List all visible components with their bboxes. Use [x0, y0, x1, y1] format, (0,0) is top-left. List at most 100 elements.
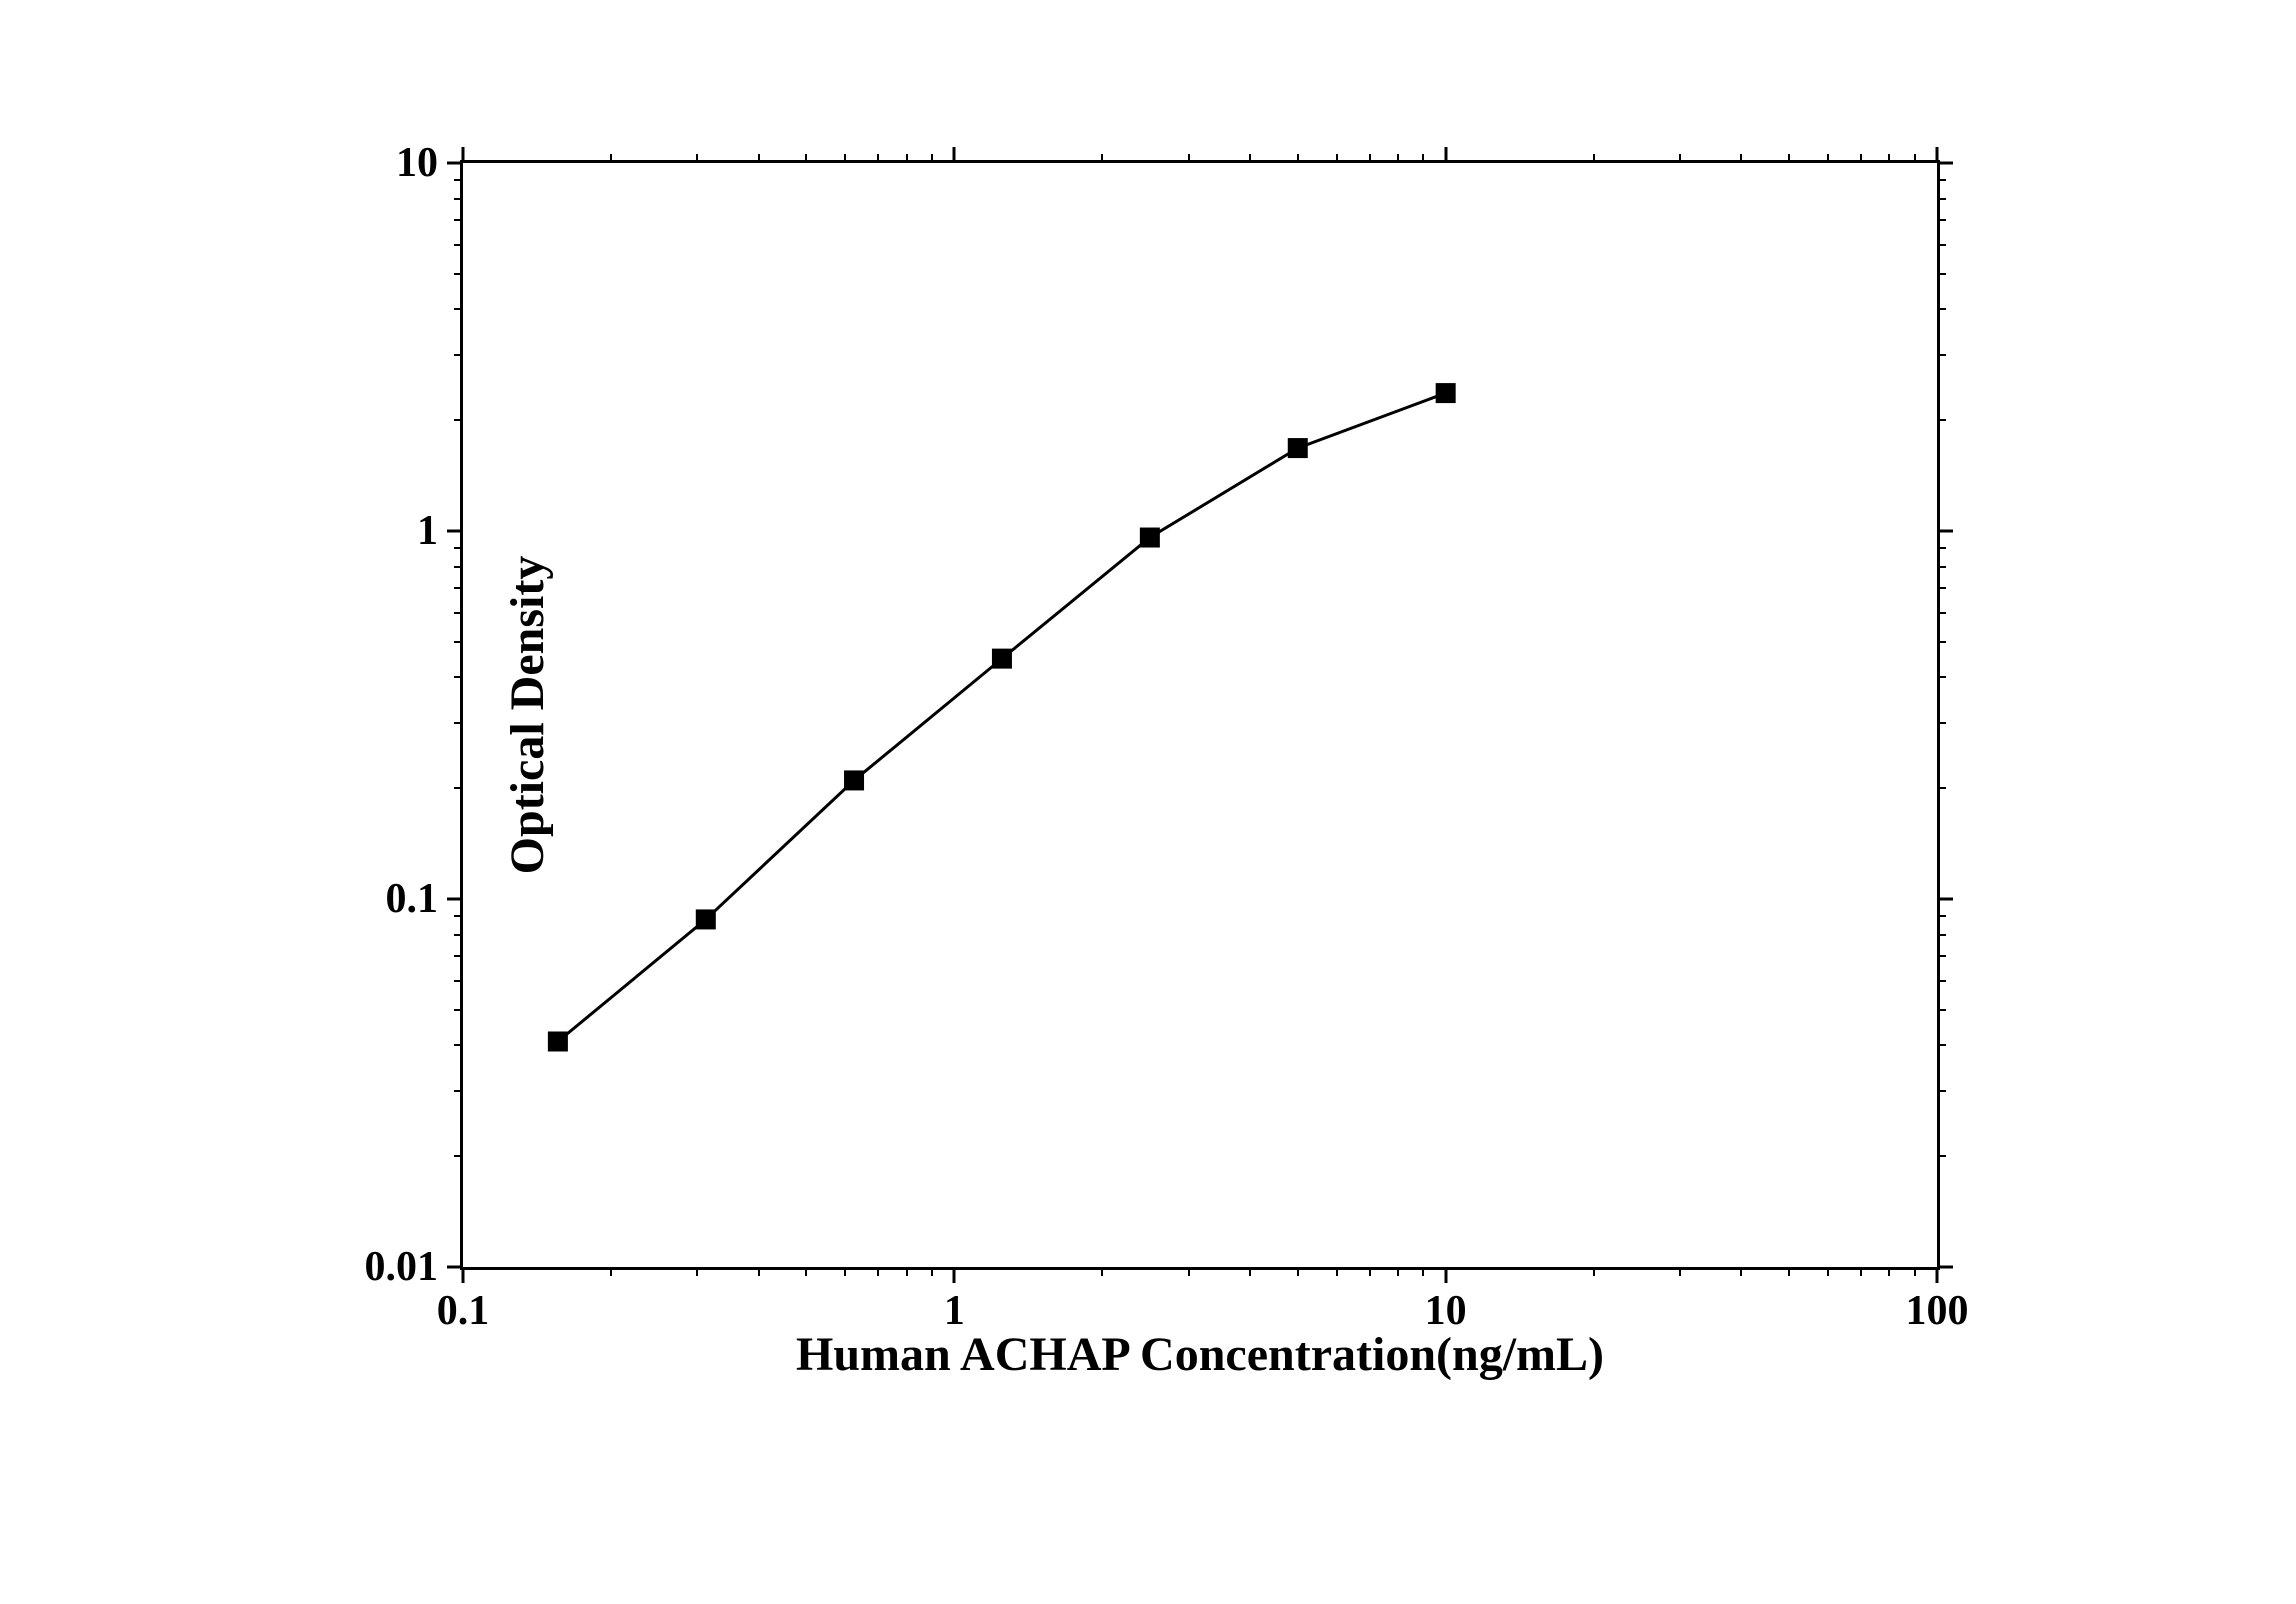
x-minor-tick-top — [1914, 154, 1916, 163]
x-minor-tick-top — [1297, 154, 1299, 163]
y-minor-tick — [454, 198, 463, 200]
y-minor-tick — [454, 934, 463, 936]
y-major-tick-right — [1937, 1266, 1953, 1269]
x-tick-label: 1 — [944, 1287, 965, 1335]
y-major-tick-right — [1937, 530, 1953, 533]
y-minor-tick — [454, 676, 463, 678]
x-tick-label: 10 — [1425, 1287, 1467, 1335]
y-minor-tick — [454, 1155, 463, 1157]
y-minor-tick — [454, 587, 463, 589]
x-minor-tick — [1827, 1267, 1829, 1276]
chart-container: Optical Density Human ACHAP Concentratio… — [290, 100, 1990, 1420]
x-minor-tick — [877, 1267, 879, 1276]
y-tick-label: 10 — [396, 139, 438, 187]
x-minor-tick-top — [1679, 154, 1681, 163]
x-minor-tick — [1336, 1267, 1338, 1276]
y-minor-tick — [454, 547, 463, 549]
y-minor-tick-right — [1937, 1044, 1946, 1046]
y-minor-tick — [454, 955, 463, 957]
y-minor-tick — [454, 566, 463, 568]
y-minor-tick-right — [1937, 354, 1946, 356]
x-minor-tick-top — [758, 154, 760, 163]
y-minor-tick-right — [1937, 980, 1946, 982]
x-minor-tick-top — [1860, 154, 1862, 163]
y-minor-tick-right — [1937, 273, 1946, 275]
y-minor-tick-right — [1937, 612, 1946, 614]
y-minor-tick — [454, 980, 463, 982]
x-minor-tick — [1249, 1267, 1251, 1276]
x-tick-label: 0.1 — [437, 1287, 490, 1335]
x-minor-tick — [1888, 1267, 1890, 1276]
x-major-tick — [1936, 1267, 1939, 1283]
x-minor-tick — [1860, 1267, 1862, 1276]
x-major-tick — [462, 1267, 465, 1283]
x-minor-tick-top — [844, 154, 846, 163]
data-marker — [992, 649, 1012, 669]
x-minor-tick — [1679, 1267, 1681, 1276]
data-marker — [1436, 383, 1456, 403]
y-minor-tick — [454, 179, 463, 181]
y-minor-tick-right — [1937, 308, 1946, 310]
data-marker — [548, 1031, 568, 1051]
x-minor-tick — [696, 1267, 698, 1276]
y-minor-tick — [454, 612, 463, 614]
y-minor-tick-right — [1937, 641, 1946, 643]
x-major-tick-top — [953, 147, 956, 163]
x-major-tick — [953, 1267, 956, 1283]
x-minor-tick — [844, 1267, 846, 1276]
y-minor-tick-right — [1937, 934, 1946, 936]
x-axis-label: Human ACHAP Concentration(ng/mL) — [796, 1327, 1604, 1382]
data-marker — [1140, 528, 1160, 548]
y-minor-tick-right — [1937, 1009, 1946, 1011]
y-minor-tick — [454, 219, 463, 221]
y-minor-tick — [454, 308, 463, 310]
y-minor-tick — [454, 641, 463, 643]
data-marker — [696, 909, 716, 929]
x-minor-tick-top — [805, 154, 807, 163]
x-minor-tick-top — [1827, 154, 1829, 163]
y-minor-tick — [454, 722, 463, 724]
y-minor-tick — [454, 419, 463, 421]
y-tick-label: 0.1 — [386, 875, 439, 923]
x-major-tick-top — [462, 147, 465, 163]
y-major-tick — [447, 530, 463, 533]
data-marker — [1288, 438, 1308, 458]
y-minor-tick — [454, 1009, 463, 1011]
x-minor-tick — [1788, 1267, 1790, 1276]
y-minor-tick-right — [1937, 244, 1946, 246]
x-minor-tick-top — [1188, 154, 1190, 163]
x-minor-tick — [1369, 1267, 1371, 1276]
x-minor-tick-top — [696, 154, 698, 163]
y-major-tick — [447, 898, 463, 901]
x-minor-tick-top — [1740, 154, 1742, 163]
y-minor-tick-right — [1937, 1090, 1946, 1092]
y-minor-tick-right — [1937, 219, 1946, 221]
x-tick-label: 100 — [1906, 1287, 1969, 1335]
x-minor-tick-top — [1422, 154, 1424, 163]
y-minor-tick-right — [1937, 722, 1946, 724]
y-minor-tick — [454, 1090, 463, 1092]
y-minor-tick-right — [1937, 179, 1946, 181]
y-minor-tick-right — [1937, 198, 1946, 200]
x-minor-tick — [1422, 1267, 1424, 1276]
x-minor-tick-top — [877, 154, 879, 163]
x-minor-tick — [610, 1267, 612, 1276]
data-line-layer — [463, 163, 1937, 1267]
x-minor-tick-top — [1249, 154, 1251, 163]
y-minor-tick-right — [1937, 1155, 1946, 1157]
x-minor-tick-top — [1397, 154, 1399, 163]
y-minor-tick — [454, 915, 463, 917]
x-minor-tick — [906, 1267, 908, 1276]
x-minor-tick — [805, 1267, 807, 1276]
x-minor-tick — [1101, 1267, 1103, 1276]
x-minor-tick-top — [1888, 154, 1890, 163]
y-minor-tick-right — [1937, 419, 1946, 421]
x-minor-tick-top — [1788, 154, 1790, 163]
x-minor-tick — [1397, 1267, 1399, 1276]
y-minor-tick-right — [1937, 787, 1946, 789]
x-minor-tick — [1593, 1267, 1595, 1276]
y-minor-tick — [454, 787, 463, 789]
y-minor-tick — [454, 1044, 463, 1046]
y-minor-tick-right — [1937, 587, 1946, 589]
x-minor-tick — [1914, 1267, 1916, 1276]
